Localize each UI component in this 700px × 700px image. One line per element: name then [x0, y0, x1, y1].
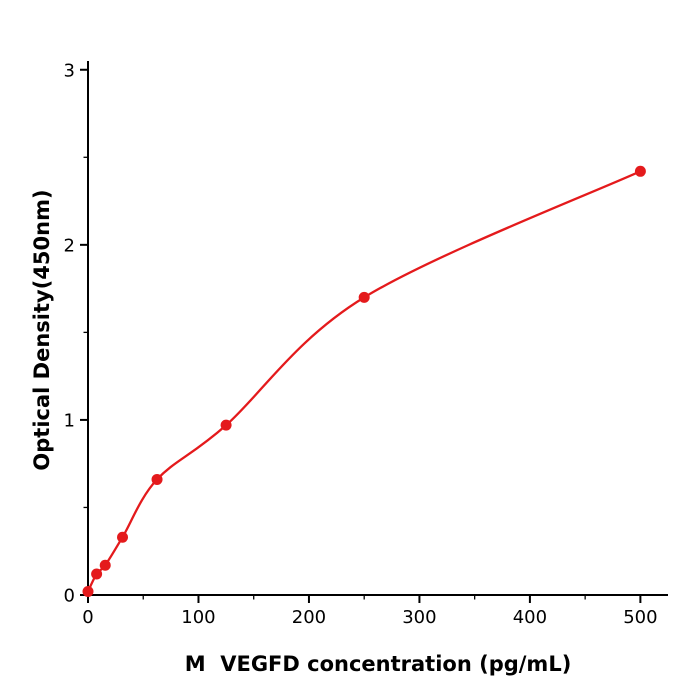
x-tick-label: 100	[181, 607, 215, 628]
data-point	[99, 559, 111, 571]
y-tick-label: 1	[64, 410, 75, 431]
data-point	[220, 419, 232, 431]
x-tick-label: 300	[402, 607, 436, 628]
x-tick-label: 500	[623, 607, 657, 628]
x-tick-label: 0	[82, 607, 93, 628]
x-axis-label: M VEGFD concentration (pg/mL)	[184, 652, 572, 676]
data-point	[151, 473, 163, 485]
y-axis-label: Optical Density(450nm)	[30, 189, 54, 471]
data-point	[358, 291, 370, 303]
y-tick-label: 3	[64, 60, 75, 81]
data-point	[91, 568, 103, 580]
data-point	[82, 585, 94, 597]
fit-curve	[86, 170, 642, 593]
data-point	[117, 531, 129, 543]
data-point	[634, 165, 646, 177]
x-tick-label: 200	[292, 607, 326, 628]
x-tick-label: 400	[513, 607, 547, 628]
y-tick-label: 0	[64, 586, 75, 607]
y-tick-label: 2	[64, 235, 75, 256]
